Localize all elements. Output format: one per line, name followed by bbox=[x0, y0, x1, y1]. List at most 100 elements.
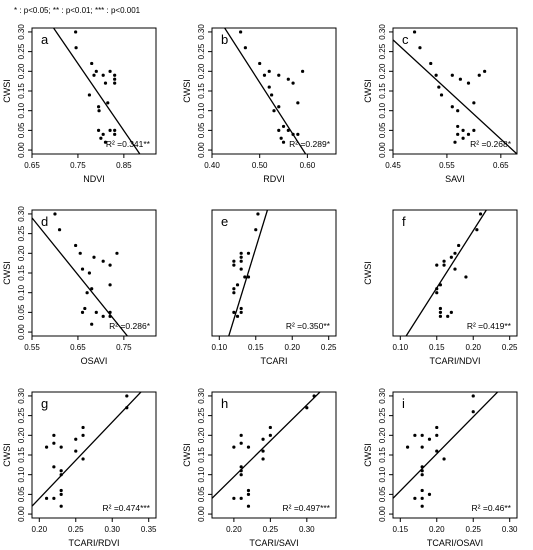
x-axis-label: RDVI bbox=[263, 174, 285, 184]
x-tick-label: 0.25 bbox=[465, 525, 481, 534]
y-axis-label: CWSI bbox=[363, 261, 373, 285]
data-point bbox=[239, 255, 243, 259]
panel-f: 0.10 0.15 0.20 0.25 TCARI/NDVI CWSI f R² =0.419… bbox=[363, 209, 518, 366]
data-point bbox=[456, 124, 460, 129]
x-tick-label: 0.65 bbox=[24, 161, 40, 170]
y-tick-label: 0.00 bbox=[17, 506, 26, 522]
r-squared-label: R² =0.286* bbox=[109, 321, 151, 331]
data-point bbox=[59, 473, 63, 477]
data-point bbox=[270, 93, 274, 97]
data-point bbox=[243, 46, 247, 50]
data-point bbox=[438, 283, 443, 287]
regression-line bbox=[52, 28, 141, 154]
data-point bbox=[97, 109, 101, 113]
data-point bbox=[268, 425, 272, 430]
data-point bbox=[420, 473, 424, 477]
data-point bbox=[420, 445, 424, 449]
y-tick-label: 0.05 bbox=[378, 122, 387, 138]
data-point bbox=[453, 140, 457, 144]
data-point bbox=[286, 77, 290, 81]
data-point bbox=[420, 469, 424, 473]
data-point bbox=[435, 287, 439, 291]
data-point bbox=[412, 30, 417, 34]
data-point bbox=[90, 61, 94, 66]
data-point bbox=[434, 73, 438, 77]
y-tick-label: 0.05 bbox=[17, 486, 26, 502]
panel-a: 0.65 0.75 0.85 0.00 0.05 0.10 0.15 0.20 0.25 0.30… bbox=[2, 24, 157, 184]
data-point bbox=[261, 457, 265, 461]
data-point bbox=[87, 93, 92, 97]
r-squared-label: R² =0.46** bbox=[472, 503, 512, 513]
panel-b: 0.40 0.50 0.60 0.00 0.05 0.10 0.15 0.20 0.25 0.30… bbox=[182, 24, 337, 184]
data-point bbox=[420, 433, 424, 437]
y-tick-label: 0.00 bbox=[17, 142, 26, 158]
data-point bbox=[83, 306, 87, 311]
plot-frame bbox=[392, 27, 518, 155]
y-tick-label: 0.10 bbox=[17, 102, 26, 118]
x-tick-label: 0.15 bbox=[393, 525, 409, 534]
x-axis-label: NDVI bbox=[83, 174, 105, 184]
plot-frame bbox=[211, 27, 337, 155]
data-point bbox=[239, 267, 243, 271]
panel-h: 0.20 0.25 0.30 0.00 0.05 0.10 0.15 0.20 0.25 0.30… bbox=[182, 388, 337, 548]
y-tick-label: 0.20 bbox=[197, 63, 206, 79]
data-point bbox=[74, 449, 78, 453]
data-point bbox=[239, 306, 243, 311]
x-tick-label: 0.85 bbox=[116, 161, 132, 170]
y-tick-label: 0.15 bbox=[17, 265, 26, 281]
y-tick-label: 0.00 bbox=[378, 142, 387, 158]
data-point bbox=[85, 291, 89, 295]
data-point bbox=[239, 251, 243, 255]
data-point bbox=[312, 394, 316, 398]
data-point bbox=[453, 251, 457, 255]
data-point bbox=[44, 445, 49, 449]
data-point bbox=[438, 310, 443, 314]
data-point bbox=[81, 425, 85, 430]
data-point bbox=[277, 128, 281, 132]
panel-label: h bbox=[221, 396, 228, 411]
plot-frame bbox=[31, 209, 157, 337]
data-point bbox=[108, 314, 112, 318]
panel-label: e bbox=[221, 214, 228, 229]
y-tick-label: 0.30 bbox=[197, 388, 206, 404]
x-axis-label: TCARI/NDVI bbox=[429, 356, 480, 366]
panel-label: b bbox=[221, 32, 228, 47]
data-point bbox=[435, 425, 439, 430]
data-point bbox=[453, 267, 457, 271]
x-tick-label: 0.20 bbox=[429, 525, 445, 534]
y-tick-label: 0.00 bbox=[17, 324, 26, 340]
x-tick-label: 0.20 bbox=[284, 343, 300, 352]
x-tick-label: 0.25 bbox=[321, 343, 337, 352]
data-point bbox=[246, 488, 251, 493]
x-tick-label: 0.20 bbox=[32, 525, 48, 534]
y-axis-label: CWSI bbox=[363, 443, 373, 467]
x-axis-label: TCARI bbox=[261, 356, 288, 366]
y-tick-label: 0.15 bbox=[197, 447, 206, 463]
data-point bbox=[258, 61, 262, 66]
data-point bbox=[450, 105, 454, 109]
r-squared-label: R² =0.474*** bbox=[103, 503, 151, 513]
data-point bbox=[277, 73, 281, 77]
y-tick-label: 0.10 bbox=[378, 466, 387, 482]
panel-label: f bbox=[402, 214, 406, 229]
data-point bbox=[429, 61, 433, 66]
panel-d: 0.55 0.65 0.75 0.00 0.05 0.10 0.15 0.20 0.25 0.30… bbox=[2, 206, 157, 366]
data-point bbox=[446, 314, 450, 318]
data-point bbox=[413, 433, 417, 437]
data-point bbox=[246, 504, 251, 508]
data-point bbox=[108, 310, 112, 314]
data-point bbox=[442, 457, 446, 461]
data-point bbox=[52, 465, 56, 469]
data-point bbox=[471, 394, 475, 398]
data-point bbox=[232, 496, 236, 500]
y-tick-label: 0.25 bbox=[17, 225, 26, 241]
y-tick-label: 0.05 bbox=[197, 122, 206, 138]
data-point bbox=[272, 109, 276, 113]
x-tick-label: 0.40 bbox=[204, 161, 220, 170]
data-point bbox=[108, 283, 112, 287]
data-point bbox=[458, 77, 462, 81]
y-tick-label: 0.25 bbox=[378, 407, 387, 423]
data-point bbox=[106, 101, 110, 105]
x-axis-label: SAVI bbox=[445, 174, 465, 184]
data-point bbox=[268, 433, 272, 437]
